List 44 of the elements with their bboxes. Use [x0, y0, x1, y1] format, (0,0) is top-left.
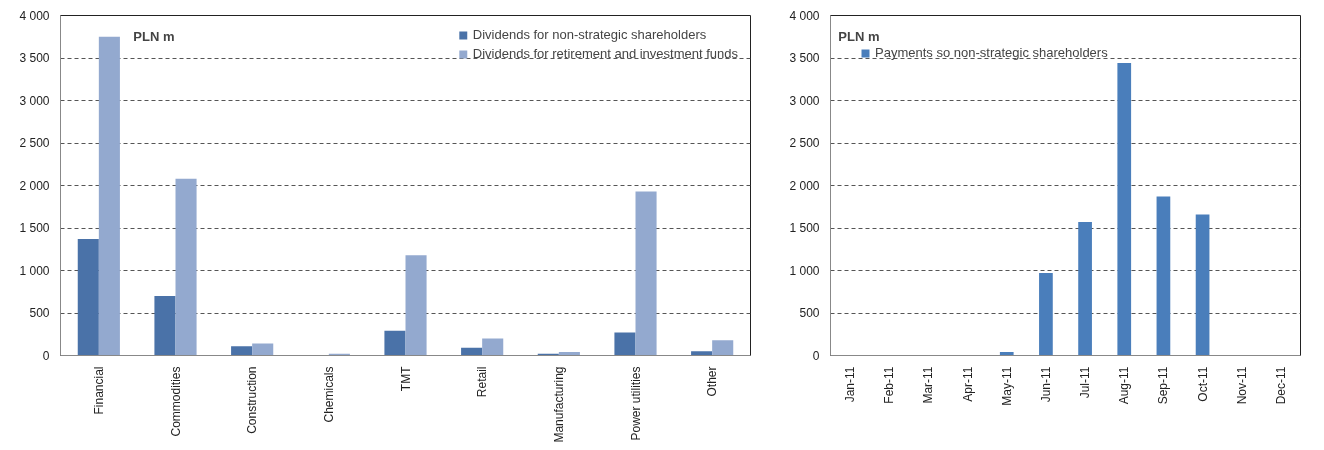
- x-tick-label: Jun-11: [1038, 366, 1053, 403]
- y-tick-label: 2 500: [19, 136, 50, 150]
- x-tick-label: Retail: [475, 366, 490, 398]
- x-tick-label: Oct-11: [1195, 366, 1210, 402]
- x-tick-label: Aug-11: [1117, 366, 1132, 405]
- legend-label: Dividends for retirement and investment funds: [472, 46, 738, 61]
- x-tick-label: Apr-11: [960, 366, 975, 402]
- x-tick-label: Jul-11: [1078, 366, 1093, 399]
- legend-label: Payments so non-strategic shareholders: [875, 45, 1108, 60]
- y-tick-label: 1 000: [19, 263, 50, 278]
- y-tick-label: 1 000: [789, 263, 820, 278]
- x-tick-label: Construction: [245, 366, 260, 434]
- annotation: PLN m: [838, 29, 880, 45]
- y-tick-label: 2 500: [789, 136, 820, 150]
- x-tick-label: Feb-11: [882, 366, 897, 404]
- y-tick-label: 4 000: [19, 8, 50, 23]
- y-tick-label: 500: [29, 306, 50, 320]
- x-tick-label: Other: [705, 366, 720, 397]
- y-tick-label: 500: [799, 306, 820, 320]
- x-tick-label: Jan-11: [843, 366, 858, 403]
- x-tick-label: Commodities: [168, 366, 183, 437]
- y-tick-label: 2 000: [19, 178, 50, 193]
- x-tick-label: Financial: [91, 366, 106, 415]
- y-tick-label: 2 000: [789, 178, 820, 193]
- x-tick-label: Dec-11: [1273, 366, 1288, 405]
- x-tick-label: Chemicals: [321, 366, 336, 423]
- x-tick-label: May-11: [999, 366, 1014, 406]
- y-tick-label: 0: [812, 348, 820, 363]
- y-tick-label: 0: [42, 348, 50, 363]
- y-tick-label: 3 000: [19, 93, 50, 108]
- annotation: PLN m: [133, 29, 175, 45]
- y-tick-label: 3 000: [789, 93, 820, 108]
- y-tick-label: 1 500: [789, 221, 820, 235]
- x-tick-label: Manufacturing: [551, 366, 566, 443]
- y-tick-label: 4 000: [789, 8, 820, 23]
- legend-label: Dividends for non-strategic shareholders: [472, 27, 707, 42]
- x-tick-label: TMT: [398, 365, 413, 392]
- x-tick-label: Mar-11: [921, 366, 936, 404]
- x-tick-label: Nov-11: [1234, 366, 1249, 405]
- y-tick-label: 3 500: [19, 51, 50, 65]
- x-tick-label: Sep-11: [1156, 366, 1171, 405]
- x-tick-label: Power utilities: [628, 366, 643, 441]
- y-tick-label: 3 500: [789, 51, 820, 65]
- y-tick-label: 1 500: [19, 221, 50, 235]
